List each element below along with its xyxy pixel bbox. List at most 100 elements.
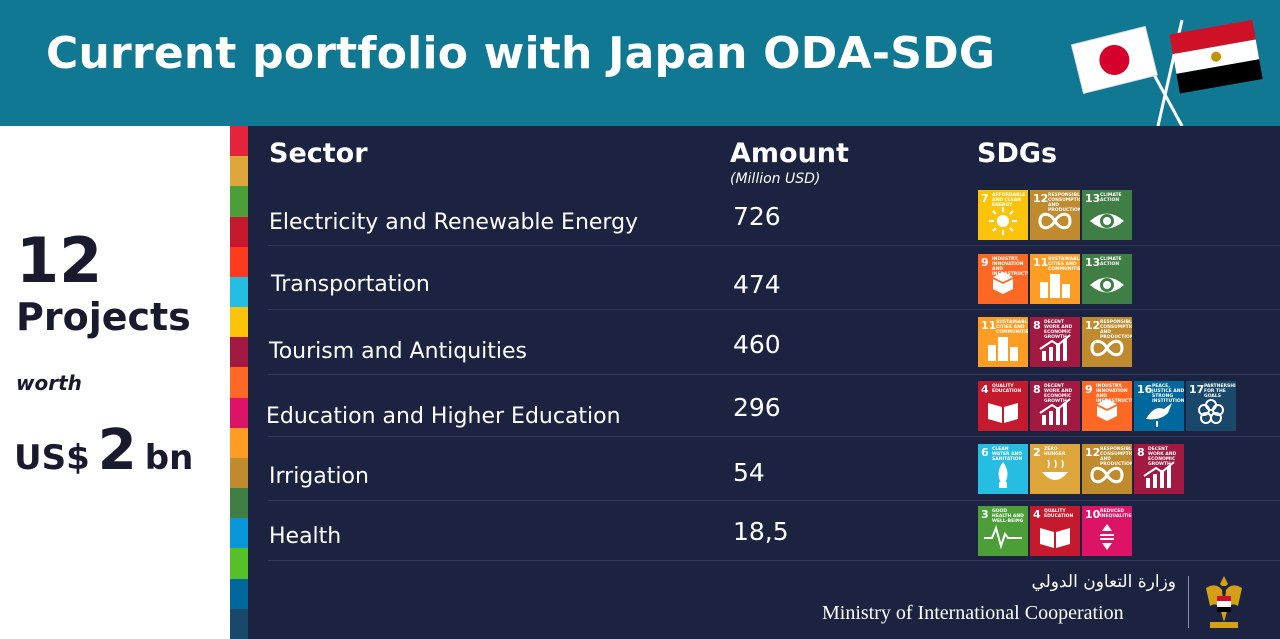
sdg-label: Clean water and sanitation <box>992 447 1023 462</box>
column-header-sector: Sector <box>269 138 368 169</box>
worth-label: worth <box>16 371 82 395</box>
sdg-label: Decent work and economic growth <box>1044 384 1073 404</box>
sdg-label: Zero hunger <box>1044 447 1066 457</box>
sdg-8-icon: 8 Decent work and economic growth <box>1030 381 1080 431</box>
stripe-segment <box>230 337 248 368</box>
sdg-label: Industry, innovation and infrastructure <box>1096 384 1132 404</box>
sdg-glyph-icon <box>1038 212 1072 230</box>
sdg-number: 12 <box>1085 319 1101 332</box>
sdg-color-stripe <box>230 126 248 639</box>
sector-name: Health <box>269 524 342 549</box>
sdg-number: 11 <box>981 319 997 332</box>
japan-egypt-flags-icon <box>1070 19 1263 126</box>
sdg-number: 3 <box>981 508 989 521</box>
currency-label: US$ <box>14 438 90 478</box>
stripe-segment <box>230 367 248 398</box>
ministry-arabic-name: وزارة التعاون الدولي <box>1031 572 1176 592</box>
sdg-12-icon: 12Responsible consumption and production <box>1030 190 1080 240</box>
total-amount: 2 <box>97 418 137 483</box>
stripe-segment <box>230 457 248 489</box>
sdg-number: 8 <box>1137 446 1145 459</box>
sdg-3-icon: 3 Good health and well-being <box>978 506 1028 556</box>
sdg-number: 9 <box>1085 383 1093 396</box>
sdg-9-icon: 9Industry, innovation and infrastructure <box>1082 381 1132 431</box>
stripe-segment <box>230 427 248 458</box>
egypt-eagle-emblem-icon <box>1206 576 1242 628</box>
sector-name: Education and Higher Education <box>266 404 621 429</box>
sdg-2-icon: 2 Zero hunger <box>1030 444 1080 494</box>
sector-amount: 54 <box>733 458 765 487</box>
sdg-number: 7 <box>981 192 989 205</box>
sdg-number: 17 <box>1189 383 1205 396</box>
sdg-8-icon: 8 Decent work and economic growth <box>1134 444 1184 494</box>
sdg-number: 4 <box>981 383 989 396</box>
sdg-label: Decent work and economic growth <box>1148 447 1177 467</box>
sdg-number: 16 <box>1137 383 1153 396</box>
stripe-segment <box>230 156 248 187</box>
sdg-number: 8 <box>1033 383 1041 396</box>
sdg-label: Sustainable cities and communities <box>1048 257 1080 272</box>
stripe-segment <box>230 548 248 579</box>
stripe-segment <box>230 216 248 247</box>
sdg-label: Partnerships for the goals <box>1204 384 1236 399</box>
sdg-number: 9 <box>981 256 989 269</box>
sdg-13-icon: 13 Climate action <box>1082 190 1132 240</box>
stripe-segment <box>230 246 248 277</box>
sdg-7-icon: 7 Affordable and clean energy <box>978 190 1028 240</box>
stripe-segment <box>230 397 248 428</box>
table-row: Transportation 474 9 Industry, innovation… <box>268 246 1280 310</box>
table-row: Education and Higher Education 296 4 Qual… <box>266 375 1280 437</box>
table-row: Health 18,5 3 Good health and well-being … <box>268 501 1280 561</box>
stripe-segment <box>230 488 248 519</box>
sdg-label: Good health and well-being <box>992 509 1024 524</box>
sdg-label: Sustainable cities and communities <box>996 320 1028 335</box>
sdg-glyph-icon <box>988 403 1018 423</box>
sdg-label: Peace, justice and strong institutions <box>1152 384 1184 404</box>
sdg-glyph-icon <box>1040 528 1070 548</box>
sector-name: Irrigation <box>269 464 369 489</box>
sdg-glyph-icon <box>998 462 1008 488</box>
sector-amount: 18,5 <box>733 517 789 546</box>
sdg-number: 12 <box>1085 446 1101 459</box>
sdg-label: Reduced inequalities <box>1100 509 1132 519</box>
sdg-13-icon: 13 Climate action <box>1082 254 1132 304</box>
unit-label: bn <box>144 438 194 478</box>
summary-panel: 12 Projects worth US$ 2 bn <box>0 126 230 639</box>
sector-amount: 474 <box>733 270 781 299</box>
sdg-4-icon: 4 Quality education <box>1030 506 1080 556</box>
sdg-glyph-icon <box>1146 403 1172 427</box>
sdg-glyph-icon <box>993 272 1013 294</box>
table-row: Tourism and Antiquities 460 11 Sustainabl… <box>268 310 1280 375</box>
sdg-glyph-icon <box>1090 213 1124 229</box>
column-header-amount: Amount <box>730 138 849 169</box>
sdg-number: 2 <box>1033 446 1041 459</box>
sdg-label: Climate action <box>1100 257 1122 267</box>
sdg-6-icon: 6 Clean water and sanitation <box>978 444 1028 494</box>
sdg-9-icon: 9Industry, innovation and infrastructure <box>978 254 1028 304</box>
sdg-glyph-icon <box>1039 334 1071 361</box>
sdg-label: Quality education <box>992 384 1022 394</box>
sdg-label: Responsible consumption and production <box>1100 320 1132 340</box>
stripe-segment <box>230 126 248 157</box>
sdg-glyph-icon <box>1039 398 1071 425</box>
sdg-number: 13 <box>1085 192 1101 205</box>
sdg-17-icon: 17Partnerships for the goals <box>1186 381 1236 431</box>
sdg-glyph-icon <box>1198 399 1224 424</box>
sdg-12-icon: 12Responsible consumption and production <box>1082 317 1132 367</box>
sector-amount: 460 <box>733 330 781 359</box>
sdg-12-icon: 12Responsible consumption and production <box>1082 444 1132 494</box>
sdg-number: 11 <box>1033 256 1049 269</box>
sdg-glyph-icon <box>1090 339 1124 357</box>
sdg-glyph-icon <box>988 337 1018 361</box>
sdg-label: Responsible consumption and production <box>1048 193 1080 213</box>
stripe-segment <box>230 608 248 639</box>
sdg-glyph-icon <box>1097 399 1117 421</box>
ministry-name: Ministry of International Cooperation <box>822 602 1124 624</box>
sector-name: Tourism and Antiquities <box>269 339 528 364</box>
sdg-label: Decent work and economic growth <box>1044 320 1073 340</box>
sdg-label: Affordable and clean energy <box>992 193 1026 208</box>
column-header-amount-unit: (Million USD) <box>730 171 821 187</box>
sdg-glyph-icon <box>1090 466 1124 484</box>
sdg-glyph-icon <box>989 207 1017 235</box>
header-banner: Current portfolio with Japan ODA-SDG <box>0 0 1280 126</box>
